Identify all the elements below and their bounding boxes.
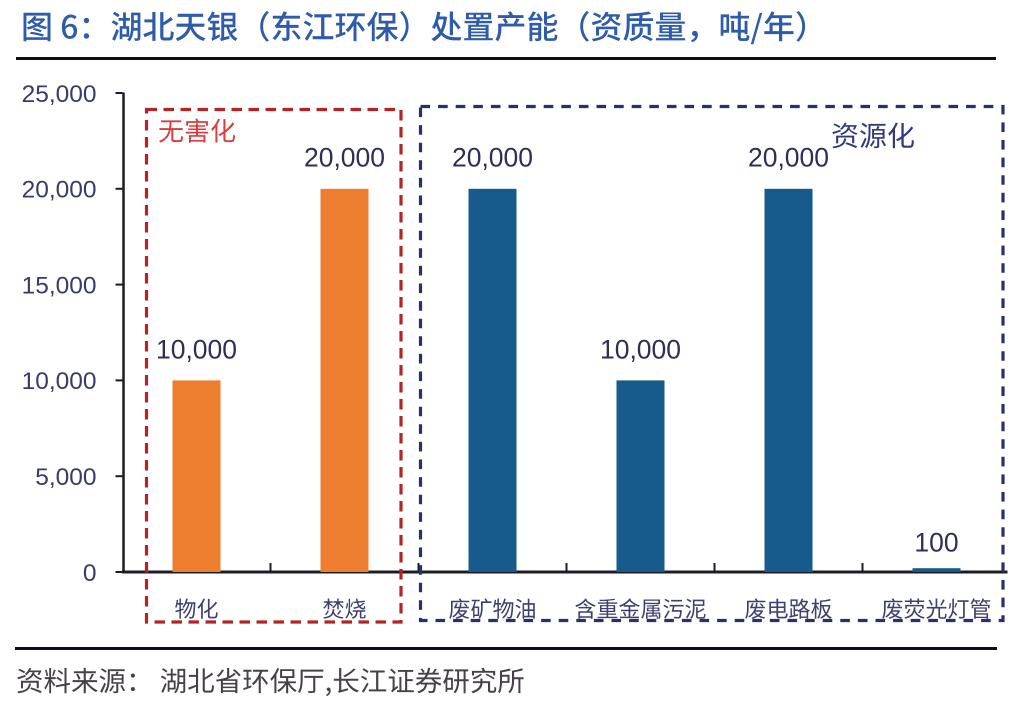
svg-text:10,000: 10,000 bbox=[600, 335, 681, 365]
svg-text:100: 100 bbox=[914, 528, 958, 558]
svg-text:10,000: 10,000 bbox=[22, 368, 97, 395]
svg-text:20,000: 20,000 bbox=[452, 143, 533, 173]
svg-text:5,000: 5,000 bbox=[35, 464, 96, 491]
svg-text:20,000: 20,000 bbox=[304, 143, 385, 173]
svg-text:0: 0 bbox=[83, 560, 97, 587]
svg-text:20,000: 20,000 bbox=[748, 143, 829, 173]
svg-text:10,000: 10,000 bbox=[156, 335, 237, 365]
svg-text:25,000: 25,000 bbox=[22, 81, 97, 108]
svg-text:15,000: 15,000 bbox=[22, 272, 97, 299]
svg-text:20,000: 20,000 bbox=[22, 177, 97, 204]
